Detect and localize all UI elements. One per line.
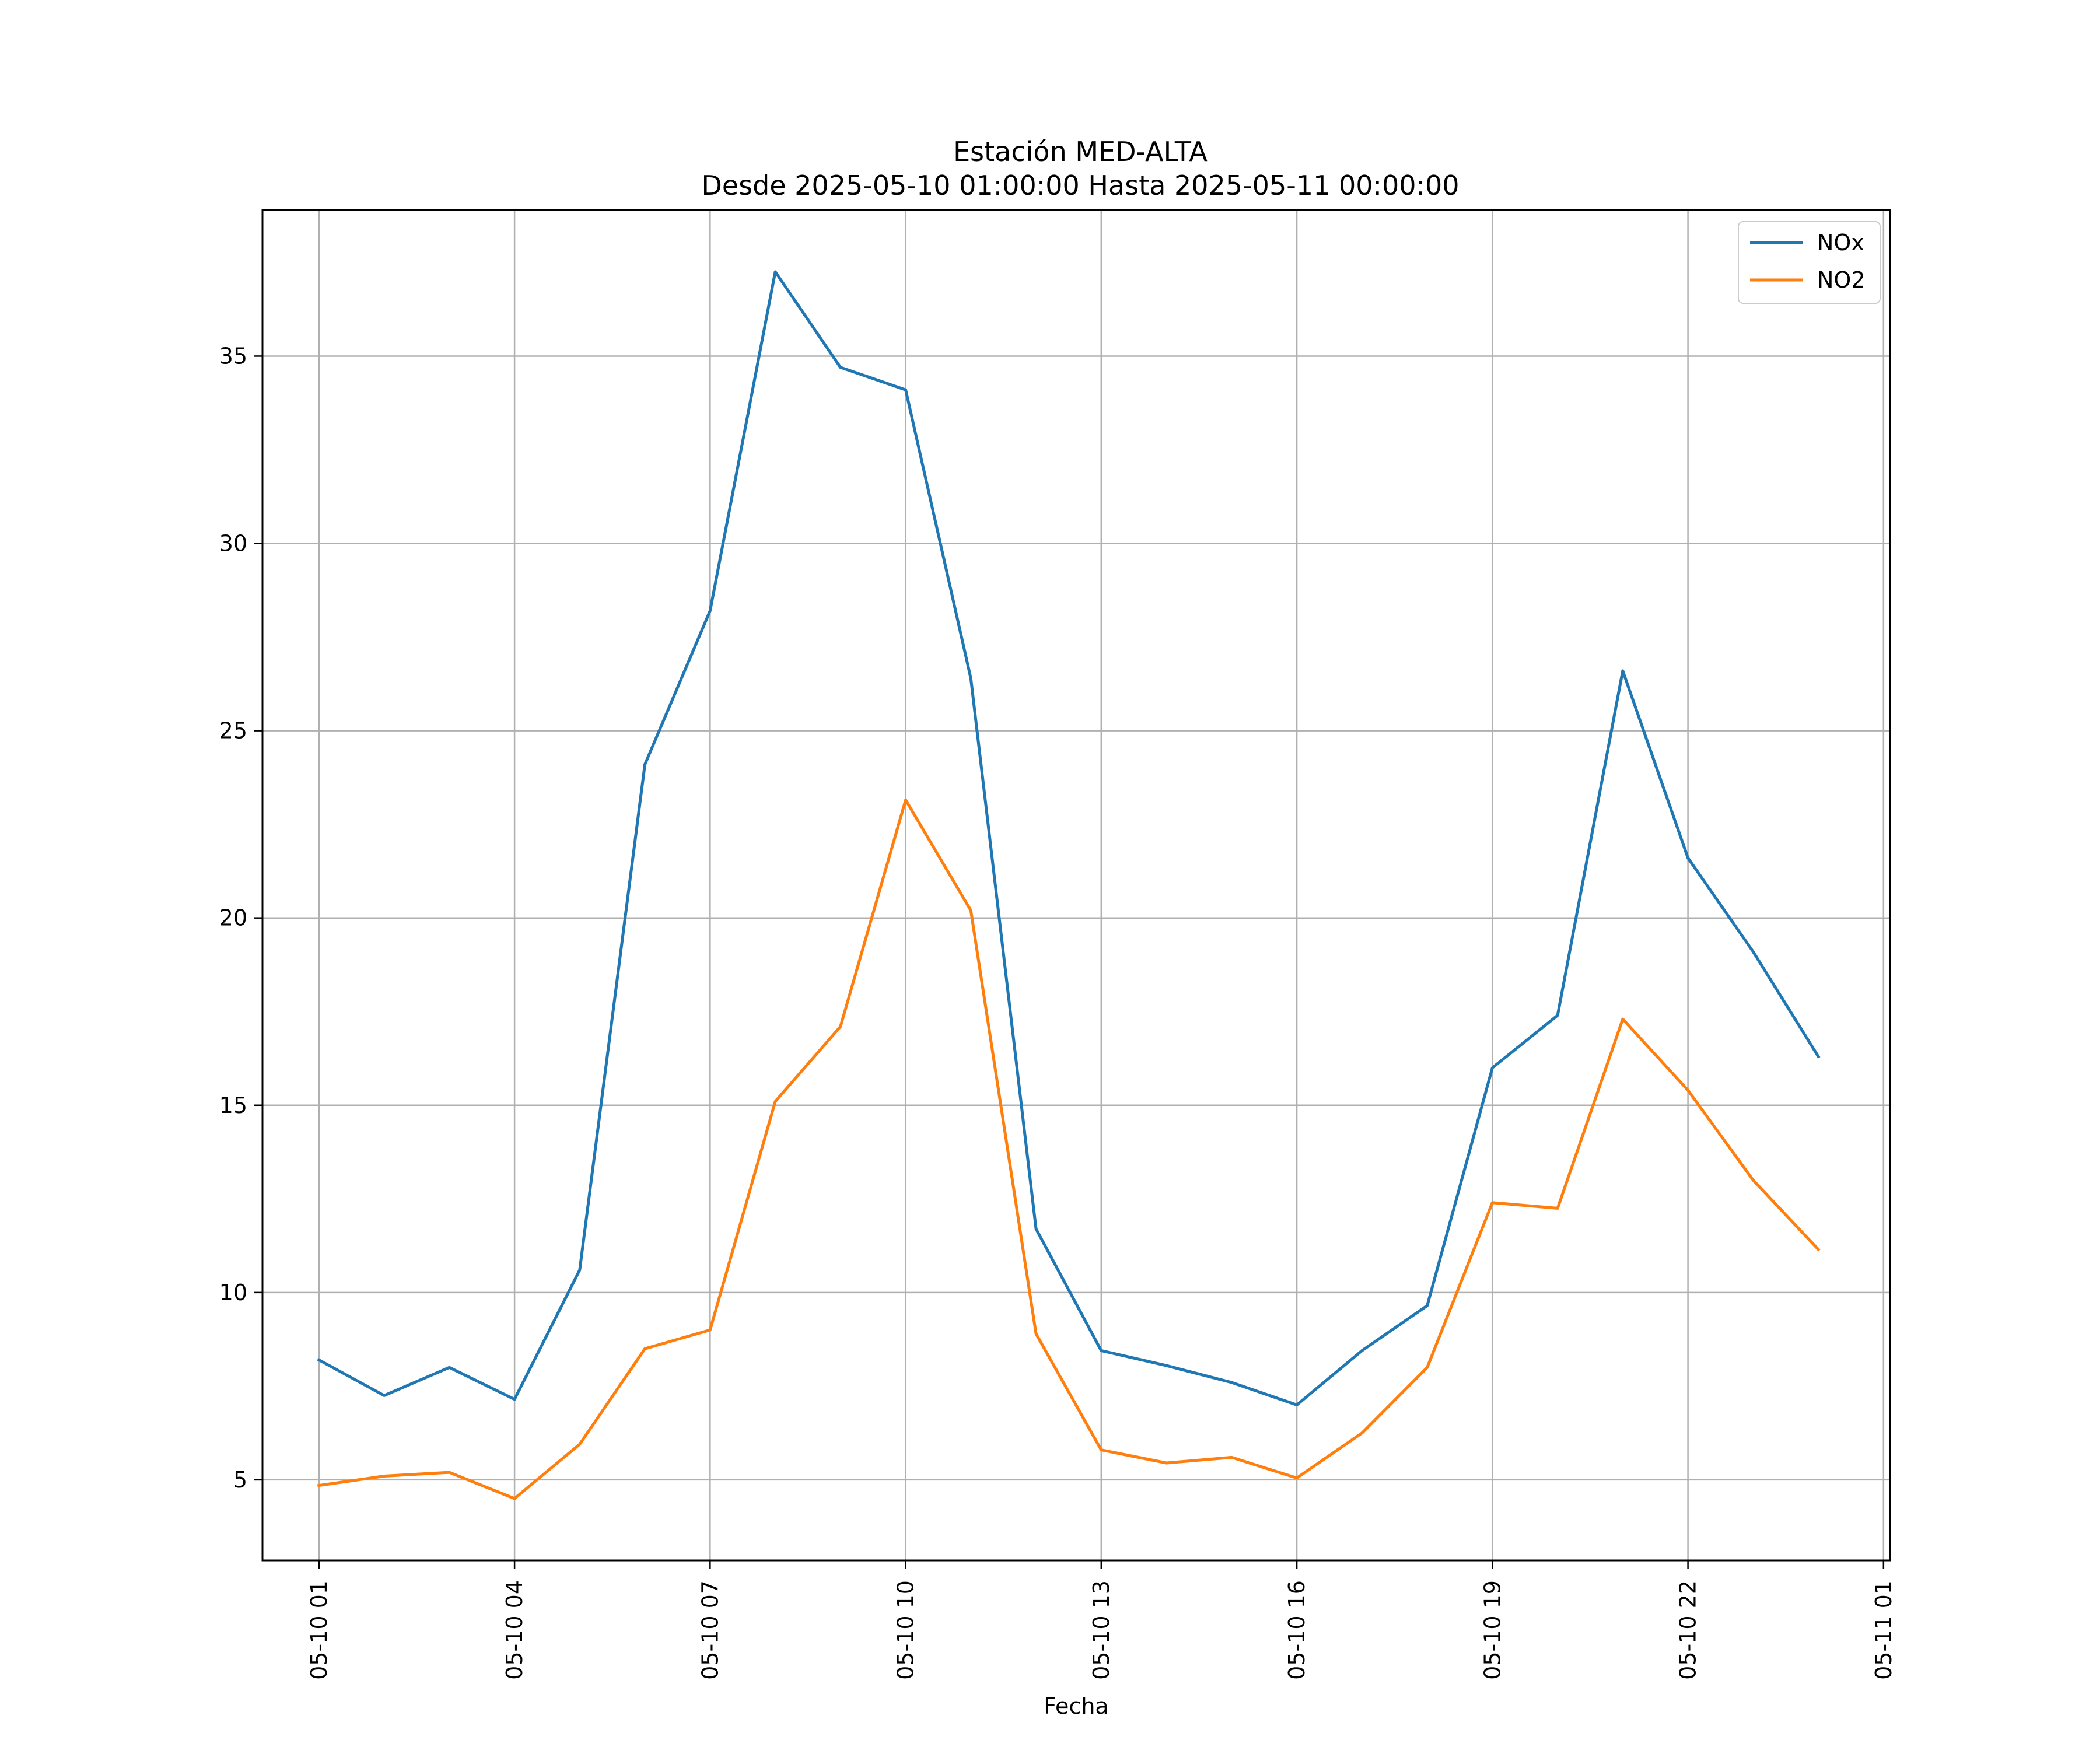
legend-label-nox: NOx (1817, 230, 1864, 256)
x-tick-label: 05-10 13 (1088, 1580, 1114, 1680)
y-tick-label: 20 (219, 905, 247, 931)
y-tick-label: 5 (233, 1467, 247, 1493)
x-axis-label: Fecha (1044, 1693, 1108, 1719)
legend-label-no2: NO2 (1817, 267, 1866, 293)
y-tick-label: 15 (219, 1093, 247, 1118)
y-tick-label: 35 (219, 343, 247, 369)
series-line-no2 (317, 798, 1821, 1500)
legend: NOx NO2 (1738, 221, 1881, 304)
y-tick-label: 30 (219, 531, 247, 556)
grid-lines (262, 210, 1890, 1560)
y-axis-ticks: 5 10 15 20 25 30 35 (219, 343, 262, 1493)
x-tick-label: 05-10 07 (697, 1580, 723, 1680)
x-tick-label: 05-10 10 (893, 1580, 919, 1680)
x-tick-label: 05-10 22 (1675, 1580, 1701, 1680)
x-tick-label: 05-10 16 (1284, 1580, 1310, 1680)
chart-title: Estación MED-ALTA (953, 136, 1208, 167)
x-tick-label: 05-10 04 (502, 1580, 527, 1680)
x-axis-ticks: 05-10 01 05-10 04 05-10 07 05-10 10 05-10 13… (306, 1560, 1896, 1680)
series-lines (317, 270, 1821, 1500)
y-tick-label: 10 (219, 1280, 247, 1306)
x-tick-label: 05-10 01 (306, 1580, 332, 1680)
x-tick-label: 05-11 01 (1871, 1580, 1896, 1680)
y-tick-label: 25 (219, 718, 247, 744)
plot-area-frame (261, 209, 1891, 1562)
x-tick-label: 05-10 19 (1479, 1580, 1505, 1680)
chart-subtitle: Desde 2025-05-10 01:00:00 Hasta 2025-05-… (701, 170, 1459, 201)
series-line-nox (317, 270, 1821, 1406)
